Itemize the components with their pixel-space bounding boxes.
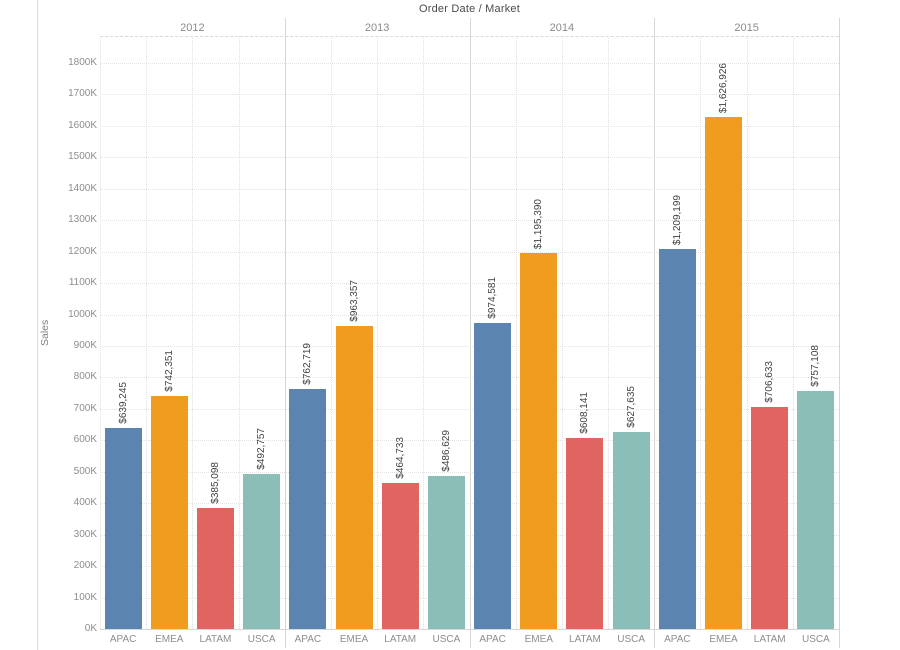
y-tick-label: 1700K xyxy=(68,88,97,100)
y-tick-label: 500K xyxy=(73,465,97,477)
x-category-label-usca[interactable]: USCA xyxy=(617,634,646,645)
slot-gridline xyxy=(700,36,702,629)
left-pane-divider xyxy=(37,0,38,650)
x-category-label-usca[interactable]: USCA xyxy=(432,634,461,645)
y-tick-label: 1100K xyxy=(68,277,97,289)
slot-gridline xyxy=(146,36,148,629)
bar-2013-emea[interactable] xyxy=(335,326,373,629)
bar-2015-apac[interactable] xyxy=(658,248,696,629)
slot-gridline xyxy=(423,36,425,629)
bar-2014-latam[interactable] xyxy=(566,437,604,629)
panel-divider xyxy=(284,18,286,648)
panel-header-2012[interactable]: 2012 xyxy=(180,22,205,34)
bar-value-label: $1,195,390 xyxy=(533,199,545,250)
bar-2012-usca[interactable] xyxy=(243,474,281,629)
y-tick-label: 1400K xyxy=(68,182,97,194)
x-category-label-latam[interactable]: LATAM xyxy=(569,634,601,645)
y-tick-label: 0K xyxy=(84,623,97,634)
x-category-label-latam[interactable]: LATAM xyxy=(199,634,232,645)
panel-divider xyxy=(469,18,471,648)
panel-divider xyxy=(654,18,656,648)
panel-header-2013[interactable]: 2013 xyxy=(364,22,390,34)
bar-2012-emea[interactable] xyxy=(150,395,188,629)
bar-value-label: $492,757 xyxy=(256,428,268,471)
y-tick-label: 1000K xyxy=(68,308,97,320)
panel-header-2015[interactable]: 2015 xyxy=(734,22,759,34)
slot-gridline xyxy=(792,36,794,629)
x-category-label-emea[interactable]: EMEA xyxy=(155,634,184,645)
plot-right-edge xyxy=(839,18,840,648)
x-category-label-emea[interactable]: EMEA xyxy=(524,634,553,645)
y-tick-label: 300K xyxy=(73,528,97,540)
x-category-label-apac[interactable]: APAC xyxy=(479,634,506,645)
bar-2012-latam[interactable] xyxy=(196,507,234,629)
y-tick-label: 100K xyxy=(73,591,97,603)
column-field-label: Order Date / Market xyxy=(419,3,520,15)
bar-value-label: $486,629 xyxy=(440,430,452,472)
slot-gridline xyxy=(515,36,517,629)
y-tick-label: 900K xyxy=(73,340,97,351)
x-category-label-apac[interactable]: APAC xyxy=(109,634,137,645)
bar-2013-usca[interactable] xyxy=(427,475,465,629)
y-tick-label: 1800K xyxy=(68,57,97,68)
bar-value-label: $627,635 xyxy=(625,385,637,428)
bar-value-label: $464,733 xyxy=(394,437,406,479)
bar-value-label: $742,351 xyxy=(163,349,175,392)
panel-header-2014[interactable]: 2014 xyxy=(549,22,575,34)
bar-2014-usca[interactable] xyxy=(612,431,650,629)
slot-gridline xyxy=(330,36,332,629)
x-category-label-apac[interactable]: APAC xyxy=(294,634,322,645)
y-tick-label: 200K xyxy=(73,560,97,572)
slot-gridline xyxy=(192,36,194,629)
bar-value-label: $757,108 xyxy=(810,345,822,387)
y-tick-label: 1600K xyxy=(68,119,97,131)
bar-2012-apac[interactable] xyxy=(104,427,142,629)
x-category-label-emea[interactable]: EMEA xyxy=(339,634,369,645)
plot-left-edge xyxy=(100,36,101,629)
y-tick-label: 600K xyxy=(73,434,97,446)
x-category-label-usca[interactable]: USCA xyxy=(247,634,276,645)
bar-value-label: $963,357 xyxy=(348,280,360,323)
slot-gridline xyxy=(746,36,748,629)
y-tick-label: 800K xyxy=(73,371,97,383)
y-tick-label: 1300K xyxy=(68,214,97,226)
y-tick-label: 1500K xyxy=(68,151,97,163)
slot-gridline xyxy=(608,36,610,629)
x-category-label-latam[interactable]: LATAM xyxy=(384,634,417,645)
bar-2015-latam[interactable] xyxy=(751,406,789,629)
x-category-label-usca[interactable]: USCA xyxy=(802,634,830,645)
bar-value-label: $1,626,926 xyxy=(718,63,730,114)
bar-value-label: $1,209,199 xyxy=(671,194,683,245)
slot-gridline xyxy=(238,36,240,629)
y-tick-label: 1200K xyxy=(68,245,97,257)
bar-value-label: $706,633 xyxy=(764,361,776,403)
bar-2014-apac[interactable] xyxy=(474,322,512,629)
bar-2015-emea[interactable] xyxy=(705,117,743,629)
bar-2015-usca[interactable] xyxy=(797,390,835,629)
slot-gridline xyxy=(377,36,379,629)
x-category-label-emea[interactable]: EMEA xyxy=(709,634,738,645)
slot-gridline xyxy=(561,36,563,629)
x-category-label-apac[interactable]: APAC xyxy=(664,634,691,645)
bar-value-label: $762,719 xyxy=(302,343,314,386)
y-tick-label: 400K xyxy=(73,497,97,509)
x-category-label-latam[interactable]: LATAM xyxy=(753,634,786,645)
bar-value-label: $974,581 xyxy=(487,276,499,319)
bar-value-label: $385,098 xyxy=(209,462,221,504)
bar-value-label: $639,245 xyxy=(117,382,129,424)
bar-2013-apac[interactable] xyxy=(289,389,327,629)
bar-2014-emea[interactable] xyxy=(520,253,558,629)
y-tick-label: 700K xyxy=(73,402,97,414)
bar-value-label: $608,141 xyxy=(579,392,591,434)
bar-2013-latam[interactable] xyxy=(381,482,419,629)
